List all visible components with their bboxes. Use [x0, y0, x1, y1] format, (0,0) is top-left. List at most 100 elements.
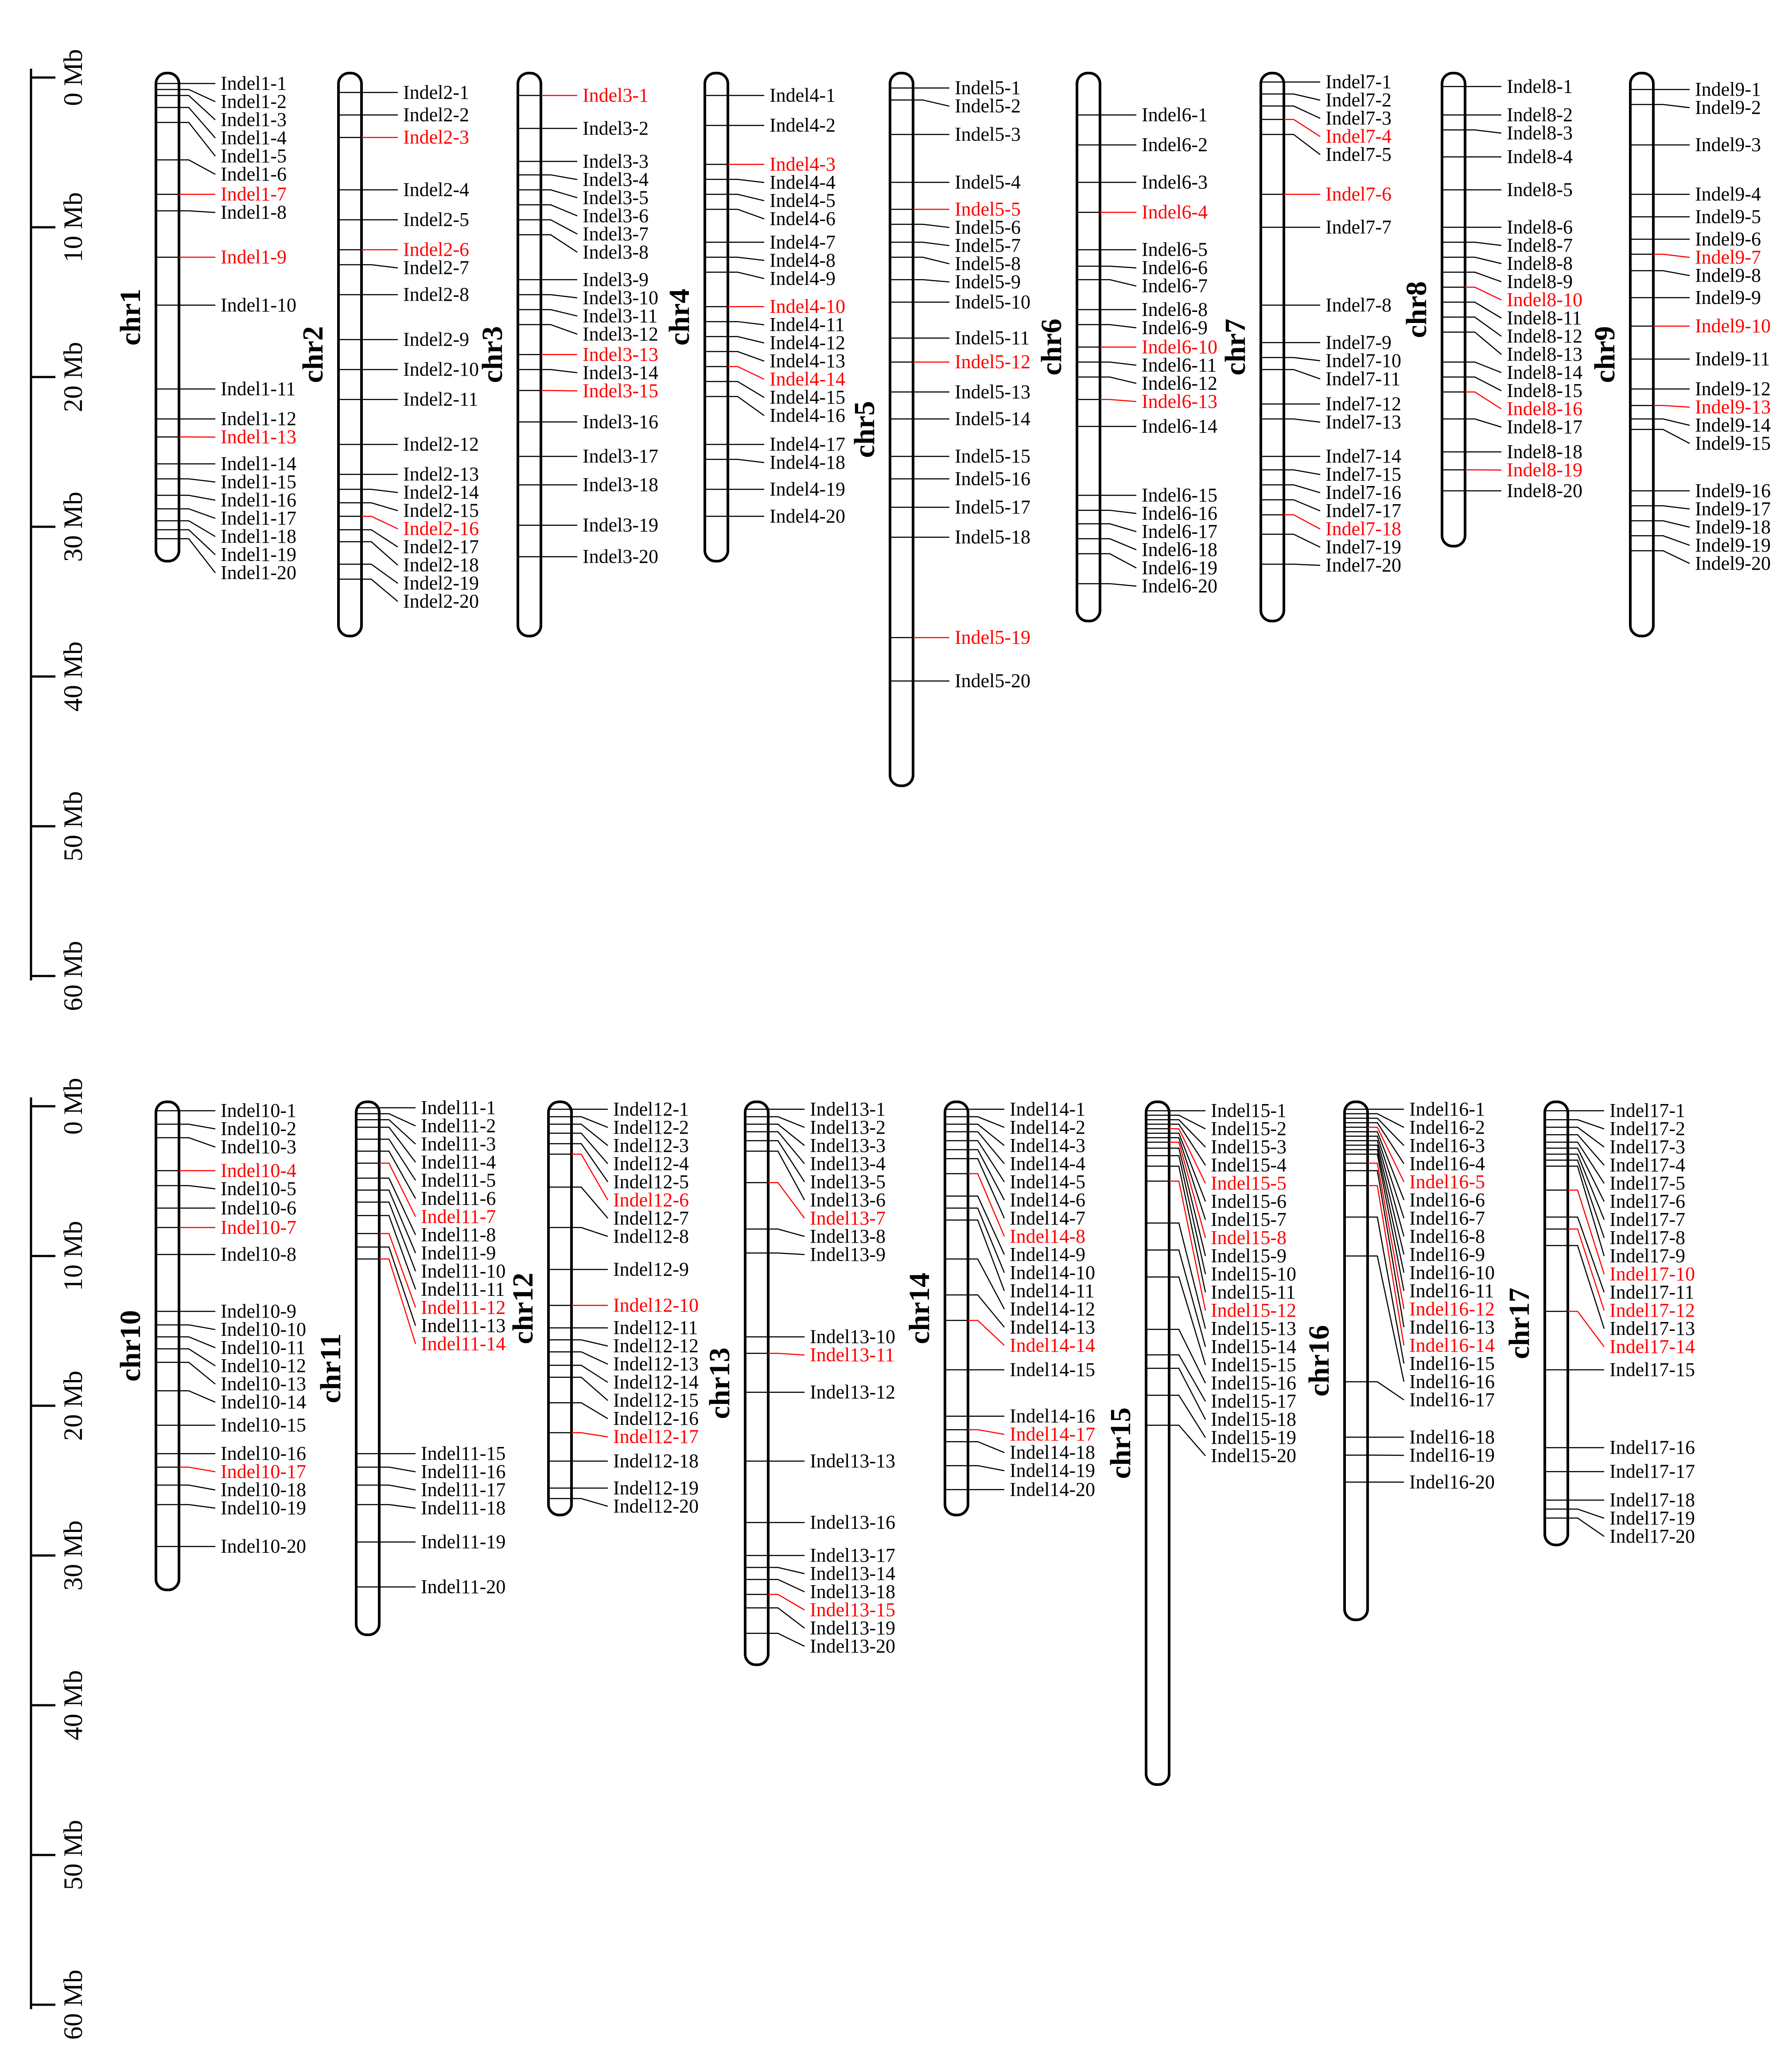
marker-connector: [968, 1207, 1005, 1273]
marker-connector: [1368, 1149, 1405, 1273]
marker-label: Indel17-6: [1609, 1190, 1685, 1212]
marker-label: Indel7-20: [1326, 554, 1401, 576]
chromosome-bar: [744, 1100, 770, 1666]
marker: Indel13-8: [745, 1225, 886, 1247]
marker-connector: [1368, 1144, 1405, 1255]
marker-connector: [571, 1116, 608, 1128]
marker-connector: [379, 1163, 416, 1217]
marker-label: Indel10-3: [221, 1136, 296, 1158]
marker-connector: [1653, 418, 1690, 426]
marker-label: Indel16-10: [1409, 1262, 1495, 1283]
marker: Indel13-19: [745, 1607, 895, 1639]
marker-label: Indel11-6: [421, 1187, 496, 1209]
marker-label: Indel16-11: [1409, 1280, 1494, 1302]
marker-connector: [1169, 1128, 1206, 1184]
marker: Indel2-20: [338, 579, 479, 612]
marker-label: Indel17-18: [1609, 1489, 1695, 1511]
marker: Indel15-1: [1146, 1100, 1287, 1121]
marker-connector: [362, 264, 398, 268]
marker: Indel1-3: [156, 95, 287, 131]
chromosome-bar: [1441, 72, 1466, 548]
marker-label: Indel3-6: [583, 205, 649, 226]
marker: Indel1-6: [156, 159, 287, 185]
marker: Indel11-13: [356, 1246, 505, 1336]
marker: Indel8-9: [1442, 271, 1573, 292]
marker-label: Indel3-12: [583, 323, 658, 345]
chromosome-bar: [1145, 1100, 1170, 1786]
marker: Indel4-4: [705, 171, 836, 193]
marker: Indel10-3: [156, 1136, 296, 1158]
marker-label: Indel5-12: [955, 351, 1030, 373]
marker-label: Indel11-7: [421, 1205, 496, 1227]
marker-label: Indel10-19: [221, 1497, 306, 1519]
marker-label: Indel11-17: [421, 1479, 505, 1501]
marker-label: Indel16-19: [1409, 1444, 1495, 1466]
marker: Indel17-5: [1545, 1141, 1685, 1194]
marker: Indel9-16: [1630, 480, 1771, 502]
marker-connector: [1465, 361, 1502, 373]
marker: Indel5-13: [890, 381, 1030, 403]
marker-label: Indel7-18: [1326, 518, 1401, 540]
marker: Indel10-5: [156, 1178, 296, 1199]
marker-connector: [571, 1365, 608, 1383]
marker: Indel15-18: [1146, 1368, 1296, 1430]
chromosome-chr7: chr7Indel7-1Indel7-2Indel7-3Indel7-4Inde…: [1219, 71, 1401, 622]
marker-label: Indel9-16: [1695, 480, 1771, 502]
marker-connector: [968, 1173, 1005, 1237]
marker: Indel10-17: [156, 1461, 306, 1482]
marker-connector: [1653, 520, 1690, 528]
marker-label: Indel12-12: [613, 1335, 699, 1357]
marker: Indel7-7: [1261, 216, 1392, 238]
marker: Indel8-8: [1442, 253, 1573, 274]
marker: Indel13-11: [745, 1344, 894, 1366]
marker: Indel2-4: [338, 179, 469, 201]
marker: Indel8-13: [1442, 331, 1582, 365]
chromosome-chr13: chr13Indel13-1Indel13-2Indel13-3Indel13-…: [704, 1098, 895, 1666]
marker-connector: [1653, 253, 1690, 258]
marker-label: Indel1-18: [221, 525, 296, 547]
marker-label: Indel12-1: [613, 1098, 689, 1120]
marker-connector: [1169, 1368, 1206, 1420]
marker-label: Indel7-11: [1326, 368, 1400, 389]
chromosome-bar: [889, 72, 914, 787]
marker-connector: [768, 1607, 805, 1629]
marker-label: Indel4-4: [770, 171, 836, 193]
marker: Indel10-16: [156, 1443, 306, 1464]
marker-connector: [968, 1149, 1005, 1201]
marker-label: Indel4-8: [770, 249, 836, 271]
marker-label: Indel1-19: [221, 544, 296, 565]
marker: Indel15-15: [1146, 1276, 1296, 1376]
marker-connector: [1368, 1163, 1405, 1309]
marker-label: Indel6-3: [1142, 171, 1208, 193]
marker-connector: [179, 159, 216, 175]
marker: Indel8-14: [1442, 361, 1582, 383]
marker-label: Indel5-14: [955, 408, 1030, 430]
marker: Indel3-3: [518, 150, 649, 172]
marker-connector: [1653, 535, 1690, 546]
marker-label: Indel9-6: [1695, 228, 1761, 250]
scale-tick-label: 10 Mb: [58, 192, 88, 262]
marker: Indel4-9: [705, 268, 836, 289]
marker-label: Indel4-15: [770, 386, 845, 408]
marker-connector: [379, 1127, 416, 1163]
marker-label: Indel14-19: [1010, 1460, 1095, 1482]
marker-label: Indel8-17: [1507, 416, 1582, 438]
marker: Indel9-18: [1630, 516, 1771, 538]
marker: Indel12-17: [548, 1426, 699, 1447]
marker-connector: [913, 223, 950, 228]
marker-label: Indel4-6: [770, 208, 836, 229]
chromosome-label: chr13: [704, 1348, 736, 1419]
marker-connector: [1465, 241, 1502, 246]
marker-label: Indel15-9: [1211, 1245, 1287, 1267]
marker-connector: [1169, 1115, 1206, 1130]
marker: Indel7-17: [1261, 499, 1401, 521]
chromosome-label: chr11: [315, 1334, 347, 1404]
marker-label: Indel2-5: [403, 209, 469, 230]
marker-label: Indel2-17: [403, 536, 479, 558]
chromosome-bar: [944, 1100, 969, 1517]
marker: Indel5-17: [890, 496, 1030, 518]
marker: Indel5-10: [890, 291, 1030, 313]
marker-connector: [1653, 550, 1690, 564]
marker-label: Indel10-11: [221, 1337, 305, 1358]
